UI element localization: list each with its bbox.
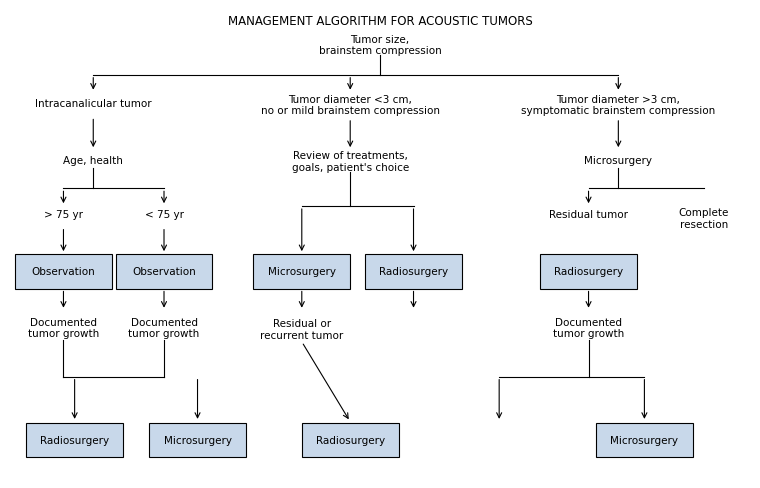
Text: Microsurgery: Microsurgery [268, 267, 336, 277]
Text: Intracanalicular tumor: Intracanalicular tumor [35, 99, 151, 109]
Text: Residual or
recurrent tumor: Residual or recurrent tumor [260, 318, 344, 340]
FancyBboxPatch shape [253, 255, 350, 289]
Text: Radiosurgery: Radiosurgery [40, 435, 109, 445]
Text: Radiosurgery: Radiosurgery [554, 267, 623, 277]
FancyBboxPatch shape [302, 423, 398, 457]
Text: MANAGEMENT ALGORITHM FOR ACOUSTIC TUMORS: MANAGEMENT ALGORITHM FOR ACOUSTIC TUMORS [228, 15, 532, 28]
Text: Tumor diameter <3 cm,
no or mild brainstem compression: Tumor diameter <3 cm, no or mild brainst… [261, 95, 440, 116]
Text: Residual tumor: Residual tumor [549, 209, 628, 219]
Text: Radiosurgery: Radiosurgery [379, 267, 448, 277]
Text: Age, health: Age, health [63, 155, 123, 165]
Text: Documented
tumor growth: Documented tumor growth [553, 317, 624, 339]
FancyBboxPatch shape [596, 423, 693, 457]
Text: < 75 yr: < 75 yr [144, 209, 183, 219]
Text: Documented
tumor growth: Documented tumor growth [28, 317, 99, 339]
Text: Microsurgery: Microsurgery [610, 435, 679, 445]
Text: Documented
tumor growth: Documented tumor growth [128, 317, 200, 339]
Text: Microsurgery: Microsurgery [163, 435, 232, 445]
Text: Observation: Observation [32, 267, 95, 277]
FancyBboxPatch shape [15, 255, 112, 289]
Text: Tumor diameter >3 cm,
symptomatic brainstem compression: Tumor diameter >3 cm, symptomatic brains… [521, 95, 715, 116]
FancyBboxPatch shape [116, 255, 212, 289]
FancyBboxPatch shape [540, 255, 637, 289]
Text: Microsurgery: Microsurgery [584, 155, 652, 165]
Text: > 75 yr: > 75 yr [44, 209, 83, 219]
FancyBboxPatch shape [365, 255, 462, 289]
Text: Observation: Observation [132, 267, 196, 277]
Text: Tumor size,
brainstem compression: Tumor size, brainstem compression [318, 35, 442, 56]
FancyBboxPatch shape [149, 423, 246, 457]
Text: Radiosurgery: Radiosurgery [315, 435, 385, 445]
Text: Complete
resection: Complete resection [679, 208, 729, 229]
FancyBboxPatch shape [26, 423, 123, 457]
Text: Review of treatments,
goals, patient's choice: Review of treatments, goals, patient's c… [292, 151, 409, 173]
